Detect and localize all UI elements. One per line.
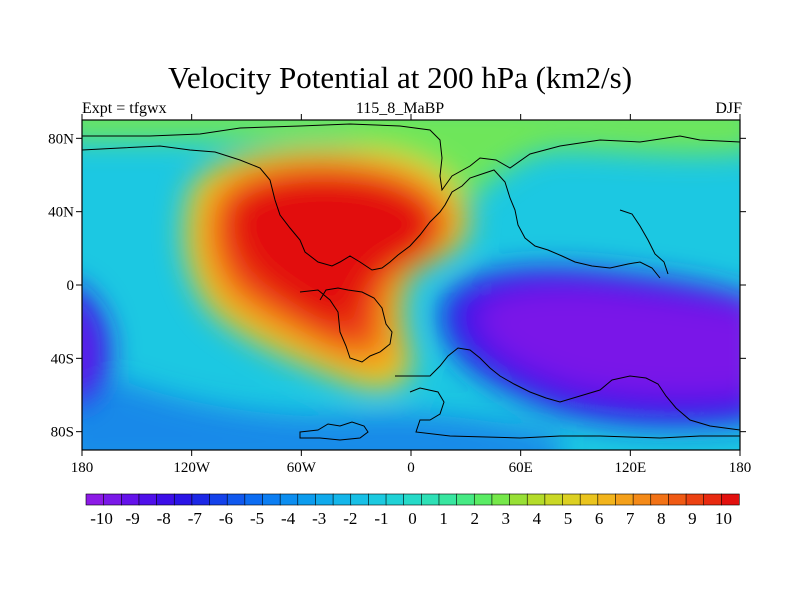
colorbar-label: -9 <box>126 509 140 528</box>
colorbar-label: 3 <box>502 509 511 528</box>
colorbar-swatch <box>173 493 193 506</box>
colorbar-swatch <box>120 493 140 506</box>
x-tick-label: 60W <box>287 460 317 476</box>
colorbar-swatch <box>279 493 299 506</box>
colorbar-label: -6 <box>219 509 233 528</box>
colorbar-label: 7 <box>626 509 635 528</box>
colorbar-swatch <box>685 493 705 506</box>
chart-title: Velocity Potential at 200 hPa (km2/s) <box>167 60 633 95</box>
colorbar-swatch <box>544 493 564 506</box>
colorbar-label: -3 <box>312 509 326 528</box>
colorbar-swatch <box>509 493 528 506</box>
x-tick-label: 60E <box>509 460 533 476</box>
y-tick-label: 0 <box>67 278 75 294</box>
colorbar-swatch <box>562 493 581 506</box>
colorbar-swatch <box>209 493 228 506</box>
y-tick-label: 80S <box>51 425 74 441</box>
season-label: DJF <box>715 100 742 117</box>
x-tick-label: 180 <box>71 460 94 476</box>
colorbar-swatch <box>262 493 281 506</box>
colorbar-swatch <box>473 493 493 506</box>
colorbar-swatch <box>721 493 740 506</box>
x-tick-label: 180 <box>729 460 752 476</box>
colorbar-label: -2 <box>343 509 357 528</box>
colorbar-swatch <box>438 493 458 506</box>
colorbar-swatch <box>297 493 317 506</box>
colorbar-label: -4 <box>281 509 296 528</box>
field-area <box>82 120 740 450</box>
axes: 180 120W 60W 0 60E 120E 180 80N 40N 0 40S 80S <box>48 114 751 476</box>
colorbar-swatch <box>315 493 334 506</box>
colorbar-label: 8 <box>657 509 666 528</box>
colorbar-label: 6 <box>595 509 604 528</box>
colorbar-swatch <box>597 493 617 506</box>
colorbar-label: -5 <box>250 509 264 528</box>
colorbar-label: 10 <box>715 509 732 528</box>
colorbar-label: -1 <box>374 509 388 528</box>
coastlines <box>82 123 740 441</box>
colorbar-swatch <box>156 493 175 506</box>
colorbar-swatch <box>385 493 405 506</box>
colorbar-label: 2 <box>470 509 479 528</box>
colorbar-swatch <box>226 493 246 506</box>
colorbar-swatch <box>526 493 546 506</box>
colorbar-label: 0 <box>408 509 417 528</box>
colorbar-swatch <box>650 493 670 506</box>
colorbar-swatch <box>632 493 652 506</box>
y-tick-label: 40N <box>48 205 74 221</box>
x-tick-label: 120E <box>614 460 646 476</box>
colorbar-label: -8 <box>157 509 171 528</box>
x-tick-label: 0 <box>407 460 415 476</box>
colorbar-swatch <box>332 493 352 506</box>
colorbar-swatch <box>579 493 599 506</box>
colorbar-swatch <box>703 493 722 506</box>
colorbar-label: -10 <box>90 509 113 528</box>
colorbar-label: -7 <box>188 509 203 528</box>
colorbar-label: 4 <box>533 509 542 528</box>
y-tick-label: 80N <box>48 131 74 147</box>
y-tick-label: 40S <box>51 351 74 367</box>
colorbar-label: 5 <box>564 509 573 528</box>
colorbar-swatch <box>244 493 264 506</box>
colorbar-swatch <box>491 493 511 506</box>
colorbar-swatch <box>668 493 687 506</box>
colorbar-swatch <box>368 493 387 506</box>
colorbar-swatch <box>421 493 440 506</box>
colorbar-swatch <box>138 493 158 506</box>
colorbar-swatch <box>403 493 422 506</box>
experiment-label: Expt = tfgwx <box>82 100 167 117</box>
colorbar-label: 9 <box>688 509 697 528</box>
colorbar: -10 -9 -8 -7 -6 -5 -4 -3 -2 -1 0 1 2 3 4 5 6 7 8 9 10 <box>85 493 740 528</box>
x-tick-label: 120W <box>173 460 211 476</box>
period-label: 115_8_MaBP <box>355 100 445 117</box>
colorbar-swatch <box>85 493 105 506</box>
colorbar-label: 1 <box>439 509 448 528</box>
colorbar-swatch <box>456 493 475 506</box>
colorbar-swatch <box>350 493 369 506</box>
colorbar-swatch <box>615 493 634 506</box>
colorbar-swatch <box>103 493 122 506</box>
colorbar-swatch <box>191 493 211 506</box>
